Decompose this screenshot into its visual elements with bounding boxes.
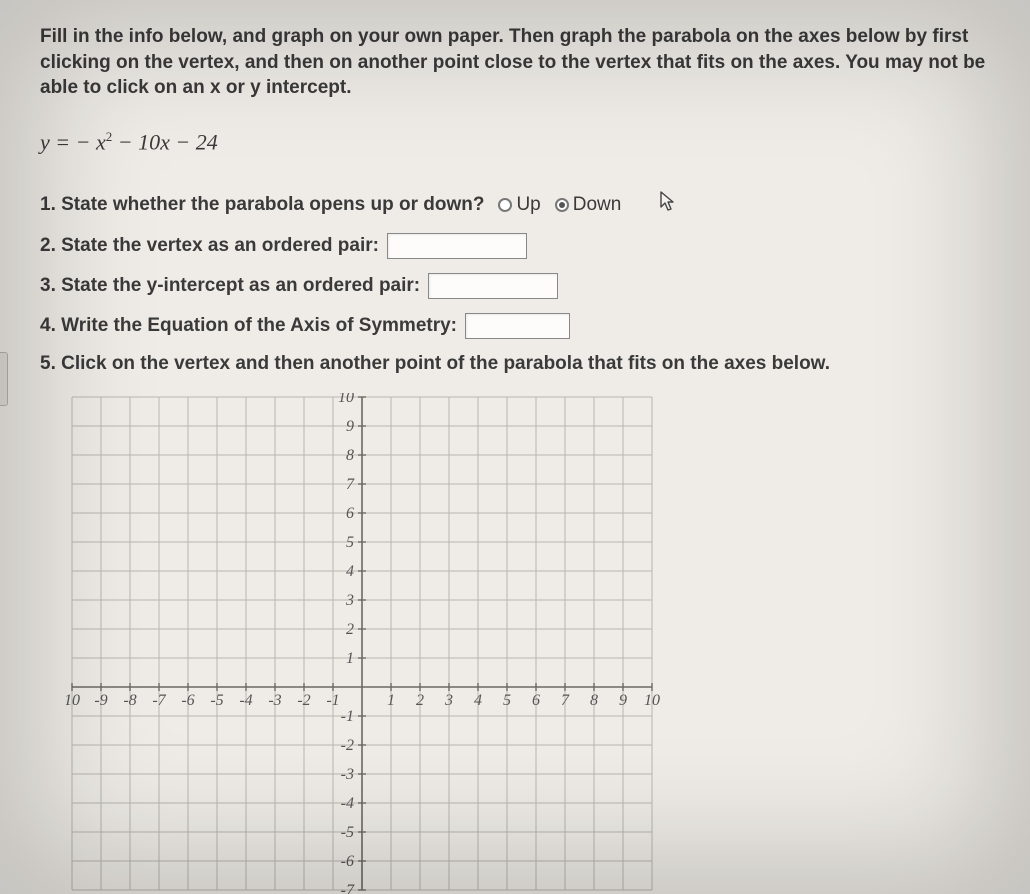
svg-text:-7: -7 [341, 882, 355, 894]
coordinate-grid[interactable]: 10 -9 -8 -7 -6 -5 -4 -3 -2 -1 1 2 3 4 5 6 7 8 9 10 10 9 8 7 6 5 4 3… [66, 393, 664, 894]
graph-container: 10 -9 -8 -7 -6 -5 -4 -3 -2 -1 1 2 3 4 5 6 7 8 9 10 10 9 8 7 6 5 4 3… [66, 393, 994, 894]
eq-lhs: y [40, 129, 50, 154]
axis-symmetry-input[interactable] [465, 313, 570, 339]
svg-text:10: 10 [644, 692, 660, 709]
q5-row: 5. Click on the vertex and then another … [40, 353, 994, 375]
svg-text:-2: -2 [341, 737, 354, 754]
svg-text:-7: -7 [152, 692, 166, 709]
q4-label: 4. Write the Equation of the Axis of Sym… [40, 315, 457, 337]
radio-up[interactable]: Up [498, 194, 540, 216]
svg-text:-1: -1 [341, 708, 354, 725]
q4-row: 4. Write the Equation of the Axis of Sym… [40, 313, 994, 339]
svg-text:-9: -9 [94, 692, 107, 709]
svg-text:-4: -4 [341, 795, 354, 812]
q1-label: 1. State whether the parabola opens up o… [40, 194, 484, 216]
yintercept-input[interactable] [428, 273, 558, 299]
radio-down-label: Down [573, 194, 622, 216]
svg-text:7: 7 [346, 476, 355, 493]
svg-text:9: 9 [346, 418, 354, 435]
eq-x: x [96, 129, 106, 154]
svg-text:-6: -6 [181, 692, 194, 709]
svg-text:-8: -8 [123, 692, 136, 709]
q1-row: 1. State whether the parabola opens up o… [40, 191, 994, 219]
svg-text:4: 4 [474, 692, 482, 709]
svg-text:3: 3 [444, 692, 453, 709]
worksheet-page: Fill in the info below, and graph on you… [0, 0, 1030, 894]
svg-text:7: 7 [561, 692, 570, 709]
svg-text:6: 6 [532, 692, 540, 709]
radio-up-dot [498, 198, 512, 212]
q5-label: 5. Click on the vertex and then another … [40, 353, 830, 375]
svg-text:5: 5 [503, 692, 511, 709]
svg-text:2: 2 [416, 692, 424, 709]
eq-neg: − [76, 129, 91, 154]
svg-text:8: 8 [590, 692, 598, 709]
q3-row: 3. State the y-intercept as an ordered p… [40, 273, 994, 299]
equation: y = − x2 − 10x − 24 [40, 129, 994, 155]
svg-text:9: 9 [619, 692, 627, 709]
eq-rest: − 10x − 24 [118, 129, 218, 154]
svg-text:-2: -2 [297, 692, 310, 709]
q2-label: 2. State the vertex as an ordered pair: [40, 235, 379, 257]
instructions-text: Fill in the info below, and graph on you… [40, 24, 994, 101]
eq-equals: = [55, 129, 75, 154]
svg-text:5: 5 [346, 534, 354, 551]
svg-text:2: 2 [346, 621, 354, 638]
svg-text:8: 8 [346, 447, 354, 464]
side-tab [0, 352, 8, 406]
svg-text:-1: -1 [326, 692, 339, 709]
eq-exp: 2 [106, 129, 113, 144]
radio-up-label: Up [516, 194, 540, 216]
cursor-icon [659, 191, 677, 219]
question-list: 1. State whether the parabola opens up o… [40, 191, 994, 375]
radio-down[interactable]: Down [555, 194, 622, 216]
radio-down-dot [555, 198, 569, 212]
svg-text:10: 10 [338, 393, 354, 406]
svg-text:10: 10 [66, 692, 80, 709]
svg-text:-5: -5 [210, 692, 223, 709]
svg-text:-3: -3 [268, 692, 281, 709]
svg-text:-5: -5 [341, 824, 354, 841]
svg-text:-6: -6 [341, 853, 354, 870]
q3-label: 3. State the y-intercept as an ordered p… [40, 275, 420, 297]
svg-text:6: 6 [346, 505, 354, 522]
svg-text:-3: -3 [341, 766, 354, 783]
svg-text:4: 4 [346, 563, 354, 580]
svg-text:1: 1 [346, 650, 354, 667]
vertex-input[interactable] [387, 233, 527, 259]
svg-text:1: 1 [387, 692, 395, 709]
svg-text:-4: -4 [239, 692, 252, 709]
svg-text:3: 3 [345, 592, 354, 609]
q2-row: 2. State the vertex as an ordered pair: [40, 233, 994, 259]
